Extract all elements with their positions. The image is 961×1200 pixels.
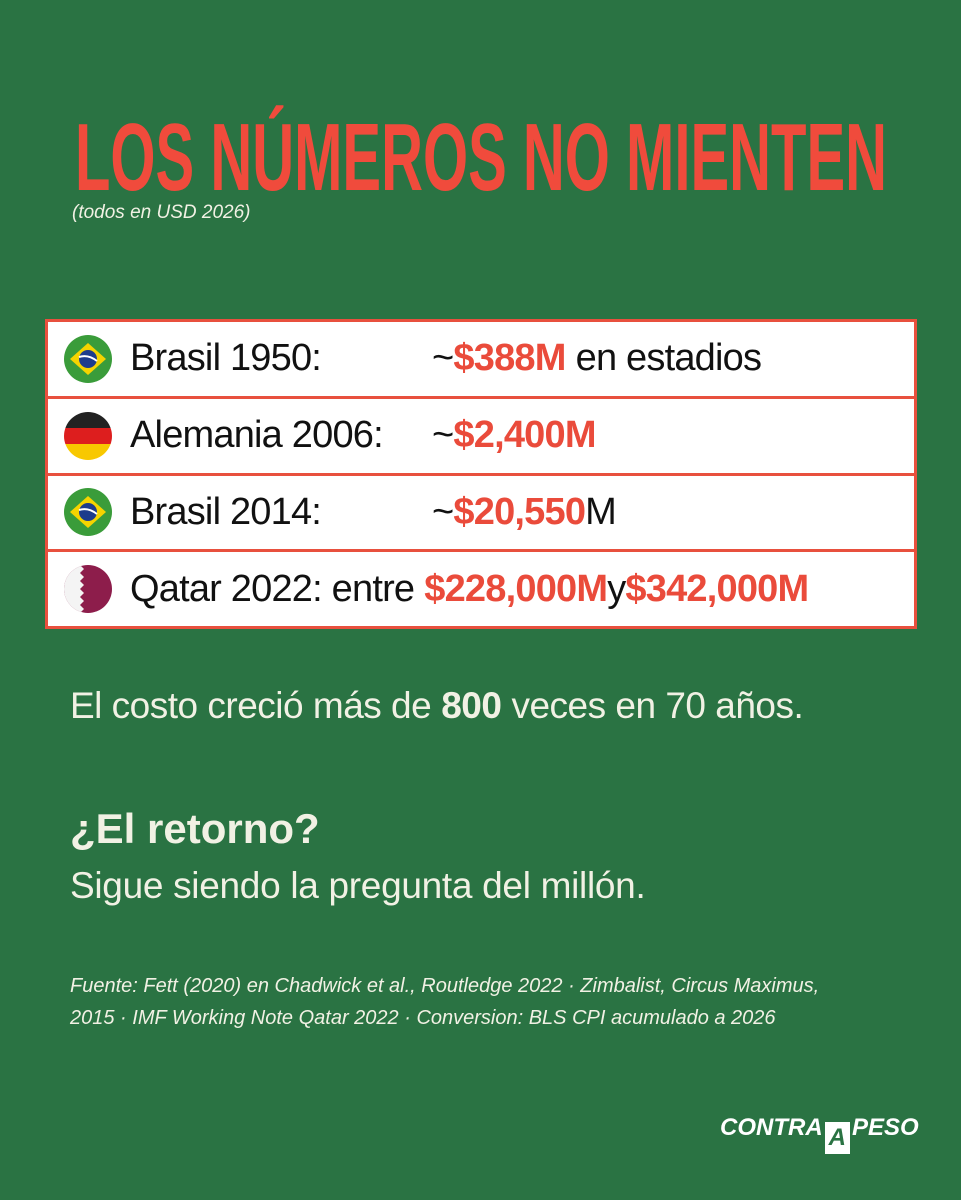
amount: $342,000M [625, 567, 809, 610]
amount: $388M [453, 337, 566, 380]
amount: $2,400M [453, 414, 596, 457]
logo: CONTRA A PESO [720, 1112, 919, 1154]
logo-right: PESO [852, 1114, 919, 1141]
statement-number: 800 [441, 685, 502, 726]
statement-part: veces en 70 años. [511, 685, 804, 726]
row: Qatar 2022: entre $228,000My$342,000M [48, 552, 914, 626]
title: LOS NÚMEROS NO MIENTEN [75, 104, 888, 211]
cost-table: Brasil 1950: ~$388M en estadios Alemania 2… [45, 319, 917, 629]
row-text-part: ~ [432, 337, 454, 380]
flag-brazil [64, 334, 112, 383]
row-label: Brasil 1950: [130, 337, 322, 380]
row: Brasil 2014: ~$20,550M [48, 475, 914, 550]
statement: El costo creció más de 800 veces en 70 año… [70, 685, 804, 727]
row-text-part: en estadios [575, 337, 762, 380]
row-text: Qatar 2022: entre $228,000My$342,000M [130, 567, 809, 611]
row: Alemania 2006: ~$2,400M [48, 398, 914, 473]
row-text: Brasil 1950: ~$388M en estadios [130, 337, 762, 380]
logo-left: CONTRA [720, 1114, 823, 1141]
row-label: Alemania 2006: [130, 414, 384, 457]
row-text-part: y [607, 567, 626, 610]
row-text: Brasil 2014: ~$20,550M [130, 490, 617, 534]
row-text: Alemania 2006: ~$2,400M [130, 414, 596, 457]
row-text-part: ~ [432, 490, 454, 533]
amount: $20,550 [453, 490, 586, 533]
row-text-part: M [585, 490, 617, 533]
row-label: Qatar 2022: entre [130, 567, 415, 610]
statement-part: El costo creció más de [70, 685, 432, 726]
flag-brazil [64, 488, 112, 537]
amount: $228,000M [424, 567, 608, 610]
row: Brasil 1950: ~$388M en estadios [48, 322, 914, 396]
question: ¿El retorno? [70, 805, 320, 852]
answer: Sigue siendo la pregunta del millón. [70, 865, 646, 906]
row-label: Brasil 2014: [130, 490, 322, 533]
subtitle: (todos en USD 2026) [72, 202, 251, 223]
logo-middle: A [824, 1122, 850, 1154]
source: Fuente: Fett (2020) en Chadwick et al., … [70, 975, 820, 1029]
flag-qatar [64, 565, 112, 614]
row-text-part: ~ [432, 414, 454, 457]
flag-germany [64, 411, 112, 460]
